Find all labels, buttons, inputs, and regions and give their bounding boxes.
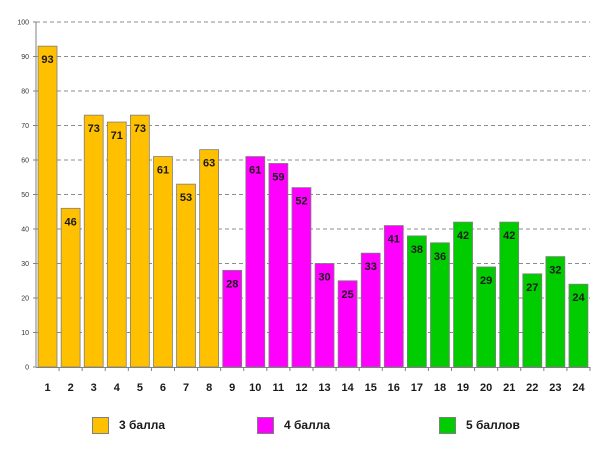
data-label: 41 <box>388 234 400 246</box>
bar <box>337 280 358 368</box>
gridlines <box>36 21 590 333</box>
data-label: 46 <box>65 216 77 228</box>
bar <box>568 283 589 368</box>
x-tick-label: 14 <box>342 382 355 394</box>
bar <box>153 156 173 368</box>
data-label: 42 <box>457 230 469 242</box>
y-tick-label: 60 <box>21 158 29 165</box>
bar <box>245 156 266 368</box>
y-tick-label: 90 <box>21 54 29 61</box>
x-tick-label: 20 <box>480 382 492 394</box>
bar <box>314 263 335 368</box>
data-label: 29 <box>480 275 492 287</box>
legend-swatch <box>92 416 109 434</box>
y-tick-label: 10 <box>21 330 29 337</box>
x-tick-label: 19 <box>457 382 469 394</box>
y-tick-label: 40 <box>21 227 29 234</box>
y-tick-label: 0 <box>25 365 29 372</box>
data-label: 63 <box>203 158 215 170</box>
x-tick-label: 5 <box>137 382 143 394</box>
bar <box>199 149 219 368</box>
data-label: 33 <box>365 261 377 273</box>
bar <box>222 269 243 368</box>
bar <box>499 221 520 368</box>
x-tick-label: 18 <box>434 382 446 394</box>
x-tick-label: 7 <box>183 382 189 394</box>
data-label: 59 <box>272 171 284 183</box>
x-tick-label: 3 <box>91 382 97 394</box>
y-tick-label: 50 <box>21 192 29 199</box>
bar <box>106 121 127 368</box>
x-tick-label: 10 <box>249 382 261 394</box>
bar <box>291 187 312 368</box>
legend-swatch <box>439 416 456 434</box>
bar <box>360 252 381 368</box>
y-tick-label: 20 <box>21 296 29 303</box>
x-tick-label: 2 <box>68 382 74 394</box>
bar <box>430 242 450 368</box>
bar <box>545 256 566 368</box>
x-tick-label: 16 <box>388 382 400 394</box>
y-tick-label: 30 <box>21 261 29 268</box>
bar <box>522 273 543 368</box>
legend-item-3: 3 балла <box>92 412 165 438</box>
axes <box>33 21 591 371</box>
legend-item-4: 4 балла <box>257 412 330 438</box>
bar <box>407 235 427 368</box>
x-tick-label: 4 <box>114 382 121 394</box>
data-label: 71 <box>111 130 123 142</box>
data-label: 61 <box>157 165 169 177</box>
x-tick-label: 22 <box>526 382 538 394</box>
bar <box>83 114 104 368</box>
x-tick-label: 8 <box>206 382 212 394</box>
x-tick-label: 21 <box>503 382 515 394</box>
x-tick-label: 1 <box>44 382 50 394</box>
data-label: 93 <box>41 54 53 66</box>
bar <box>268 163 289 368</box>
data-label: 53 <box>180 192 192 204</box>
x-tick-label: 24 <box>572 382 585 394</box>
x-tick-label: 13 <box>318 382 330 394</box>
data-label: 24 <box>572 292 585 304</box>
data-label: 73 <box>134 123 146 135</box>
x-tick-label: 9 <box>229 382 235 394</box>
data-label: 61 <box>249 165 261 177</box>
data-label: 32 <box>549 265 561 277</box>
bar <box>130 114 150 368</box>
x-tick-label: 11 <box>273 382 285 394</box>
data-label: 73 <box>88 123 100 135</box>
bar <box>176 183 196 368</box>
bar <box>383 225 404 368</box>
legend-label: 3 балла <box>119 418 166 432</box>
bar <box>453 221 473 368</box>
data-label: 38 <box>411 244 423 256</box>
bar <box>37 45 58 368</box>
x-tick-label: 15 <box>365 382 377 394</box>
data-label: 30 <box>318 272 330 284</box>
data-label: 36 <box>434 251 446 263</box>
x-tick-label: 12 <box>295 382 307 394</box>
data-label: 25 <box>342 289 354 301</box>
data-label: 28 <box>226 278 238 290</box>
data-label: 27 <box>526 282 538 294</box>
y-tick-label: 80 <box>21 89 29 96</box>
y-tick-label: 100 <box>17 20 29 27</box>
bars <box>37 45 589 368</box>
bar <box>476 266 496 368</box>
data-labels: 93 46 73 71 73 61 53 63 28 61 59 52 30 25 33 41 38 36 42 29… <box>41 54 585 304</box>
y-tick-label: 70 <box>21 123 29 130</box>
legend-label: 4 балла <box>284 418 331 432</box>
data-label: 42 <box>503 230 515 242</box>
data-label: 52 <box>295 196 307 208</box>
x-tick-label: 17 <box>411 382 423 394</box>
legend-swatch <box>257 416 274 434</box>
x-tick-label: 6 <box>160 382 166 394</box>
bar <box>60 207 81 368</box>
legend-label: 5 баллов <box>466 418 520 432</box>
legend-item-5: 5 баллов <box>439 412 520 438</box>
x-tick-label: 23 <box>549 382 561 394</box>
